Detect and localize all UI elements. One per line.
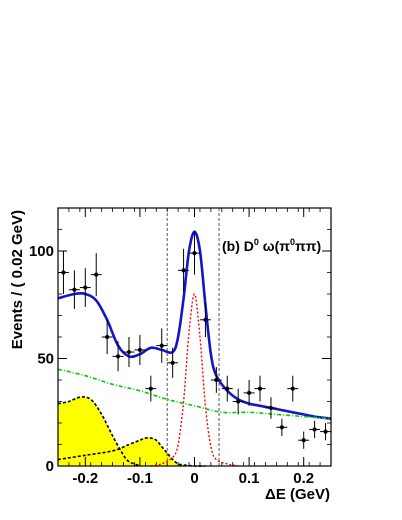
point-marker bbox=[323, 429, 328, 434]
data-point bbox=[287, 375, 299, 402]
point-marker bbox=[94, 272, 99, 277]
data-point bbox=[123, 337, 135, 368]
data-point bbox=[68, 270, 80, 310]
point-marker bbox=[148, 386, 153, 391]
x-tick-label: 0 bbox=[190, 470, 198, 487]
signal-window-lines bbox=[166, 208, 220, 466]
data-point bbox=[145, 375, 157, 402]
y-tick-label: 0 bbox=[46, 458, 54, 475]
data-point bbox=[221, 375, 233, 402]
point-marker bbox=[115, 354, 121, 359]
point-marker bbox=[301, 438, 306, 443]
data-point bbox=[101, 319, 113, 355]
y-axis-title: Events / ( 0.02 GeV) bbox=[9, 210, 26, 349]
point-marker bbox=[268, 405, 274, 411]
data-point bbox=[298, 431, 310, 449]
data-point bbox=[232, 388, 244, 415]
point-marker bbox=[170, 360, 175, 365]
point-marker bbox=[83, 285, 88, 290]
x-tick-label: 0.2 bbox=[293, 470, 314, 487]
x-axis-title: ΔE (GeV) bbox=[265, 486, 330, 503]
point-marker bbox=[247, 390, 252, 395]
data-point bbox=[265, 397, 277, 419]
axis-ticks: -0.2 -0.1 0 0.1 0.2 0 50 100 bbox=[29, 207, 332, 487]
data-point bbox=[276, 418, 288, 436]
data-points bbox=[58, 231, 331, 449]
point-marker bbox=[279, 425, 284, 430]
plot-annotation: (b) D0 ω(π0ππ) bbox=[222, 237, 321, 254]
data-point bbox=[58, 251, 69, 294]
point-marker bbox=[159, 343, 164, 348]
point-marker bbox=[225, 386, 230, 391]
combinatorial-curve bbox=[57, 368, 332, 420]
data-point bbox=[134, 334, 146, 365]
data-point bbox=[210, 367, 222, 393]
data-point bbox=[178, 248, 190, 292]
data-point bbox=[243, 380, 255, 406]
annotation-suffix: ππ) bbox=[295, 238, 321, 254]
data-point bbox=[90, 253, 102, 297]
point-marker bbox=[203, 317, 208, 322]
data-point bbox=[156, 328, 168, 363]
peaking-background-1-curve bbox=[57, 396, 141, 467]
y-tick-label: 50 bbox=[37, 351, 54, 368]
point-marker bbox=[192, 251, 197, 256]
annotation-middle: ω(π bbox=[259, 238, 290, 254]
point-marker bbox=[72, 287, 77, 292]
point-marker bbox=[214, 377, 219, 383]
annotation-sup-1: 0 bbox=[254, 237, 259, 247]
point-marker bbox=[236, 399, 241, 404]
data-point bbox=[320, 423, 331, 441]
point-marker bbox=[137, 347, 142, 352]
y-tick-label: 100 bbox=[29, 243, 54, 260]
point-marker bbox=[290, 386, 295, 391]
data-point bbox=[112, 341, 124, 372]
data-point bbox=[79, 268, 91, 307]
peaking-background-2-area bbox=[58, 437, 206, 467]
point-marker bbox=[257, 386, 263, 391]
data-point bbox=[189, 231, 200, 275]
data-point bbox=[309, 420, 321, 439]
data-point bbox=[254, 375, 266, 402]
data-point bbox=[167, 347, 179, 378]
annotation-sup-2: 0 bbox=[290, 237, 295, 247]
annotation-prefix: (b) D bbox=[222, 238, 254, 254]
signal-curve bbox=[150, 293, 239, 467]
point-marker bbox=[61, 270, 66, 275]
x-tick-label: -0.2 bbox=[72, 470, 98, 487]
x-tick-label: 0.1 bbox=[239, 470, 260, 487]
point-marker bbox=[126, 349, 132, 355]
x-tick-label: -0.1 bbox=[127, 470, 153, 487]
data-point bbox=[199, 302, 211, 337]
peaking-background-2-curve bbox=[57, 437, 206, 467]
point-marker bbox=[105, 334, 110, 340]
point-marker bbox=[312, 427, 317, 432]
point-marker bbox=[181, 268, 186, 273]
